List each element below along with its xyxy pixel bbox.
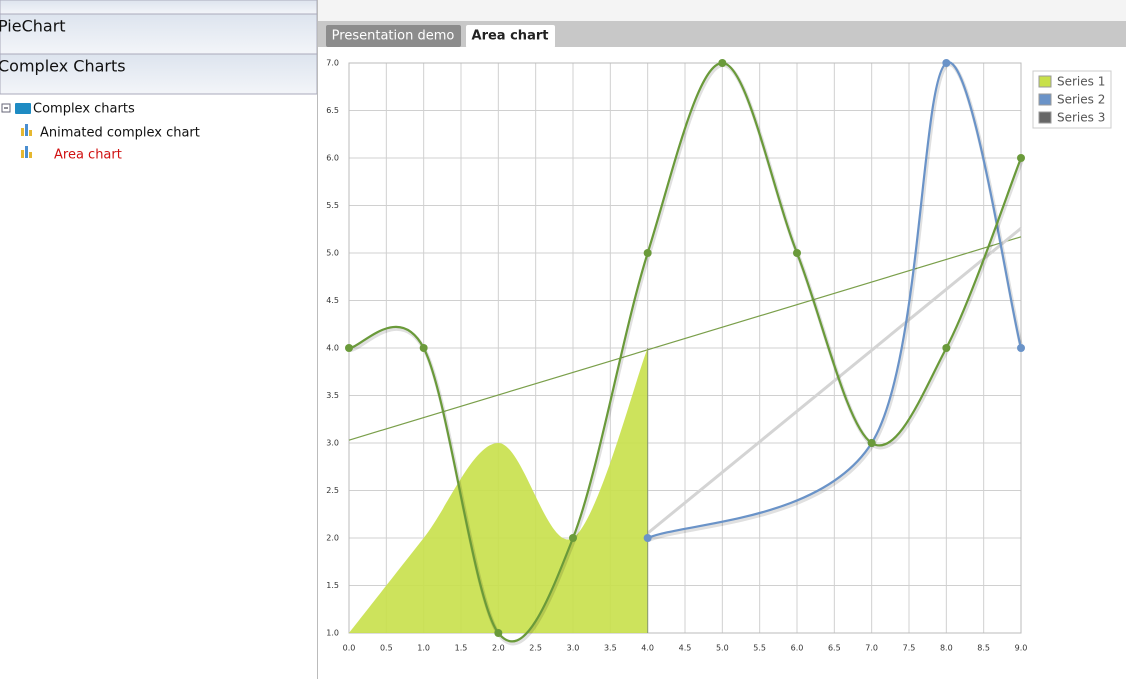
x-tick-label: 0.0 (343, 644, 356, 653)
point (1017, 154, 1025, 162)
x-tick-label: 6.5 (828, 644, 841, 653)
x-tick-label: 3.5 (604, 644, 617, 653)
point (942, 59, 951, 67)
x-tick-label: 4.0 (641, 644, 654, 653)
y-tick-label: 2.0 (326, 534, 339, 543)
line (647, 61, 1023, 540)
tab-selected[interactable] (466, 25, 555, 48)
point (718, 59, 727, 67)
point (942, 344, 951, 352)
y-tick-label: 5.0 (326, 249, 339, 258)
y-tick-label: 1.0 (326, 629, 339, 638)
x-tick-label: 3.0 (567, 644, 580, 653)
y-tick-label: 6.0 (326, 154, 339, 163)
point (867, 439, 876, 447)
x-tick-label: 5.0 (716, 644, 729, 653)
y-tick-label: 3.0 (326, 439, 339, 448)
x-tick-label: 7.5 (903, 644, 916, 653)
tab-label[interactable]: Area chart (472, 29, 549, 44)
tree-item[interactable]: Animated complex chart (40, 126, 200, 141)
line (348, 61, 1023, 643)
point (494, 629, 503, 637)
tree-item-selected[interactable]: Area chart (54, 148, 122, 163)
x-tick-label: 0.5 (380, 644, 393, 653)
y-tick-label: 2.5 (326, 486, 339, 495)
legend-label: Series 2 (1057, 93, 1105, 107)
chart-icon (21, 146, 32, 158)
x-tick-label: 6.0 (791, 644, 804, 653)
x-tick-label: 1.5 (455, 644, 468, 653)
x-tick-label: 8.0 (940, 644, 953, 653)
y-tick-label: 4.5 (326, 296, 339, 305)
tab[interactable] (326, 25, 461, 47)
x-tick-label: 9.0 (1015, 644, 1028, 653)
panel-title[interactable]: Complex Charts (0, 57, 126, 76)
panel-header[interactable] (0, 13, 318, 55)
point (419, 344, 428, 352)
folder-icon (15, 103, 31, 114)
area (349, 348, 648, 633)
legend-swatch (1038, 75, 1052, 88)
panel-header (0, 0, 318, 15)
y-tick-label: 3.5 (326, 391, 339, 400)
point (643, 534, 652, 542)
y-tick-label: 1.5 (326, 581, 339, 590)
x-tick-label: 1.0 (417, 644, 430, 653)
point (569, 534, 577, 542)
panel-title[interactable]: PieChart (0, 17, 66, 36)
x-tick-label: 5.5 (753, 644, 766, 653)
tab-label[interactable]: Presentation demo (332, 29, 455, 44)
x-tick-label: 2.0 (492, 644, 505, 653)
x-tick-label: 2.5 (529, 644, 542, 653)
point (1017, 344, 1025, 352)
point (345, 344, 353, 352)
chart-icon (21, 124, 32, 136)
tree-folder[interactable]: Complex charts (33, 102, 135, 117)
x-tick-label: 4.5 (679, 644, 692, 653)
y-tick-label: 4.0 (326, 344, 339, 353)
y-tick-label: 7.0 (326, 59, 339, 68)
legend-swatch (1038, 111, 1052, 124)
y-tick-label: 6.5 (326, 106, 339, 115)
point (793, 249, 801, 257)
point (643, 249, 652, 257)
toolbar (318, 0, 1126, 21)
trend-line (646, 227, 1022, 535)
x-tick-label: 7.0 (865, 644, 878, 653)
legend-swatch (1038, 93, 1052, 106)
y-tick-label: 5.5 (326, 201, 339, 210)
legend-label: Series 3 (1057, 111, 1105, 125)
legend-label: Series 1 (1057, 75, 1105, 89)
x-tick-label: 8.5 (977, 644, 990, 653)
trend-line (348, 236, 1022, 441)
